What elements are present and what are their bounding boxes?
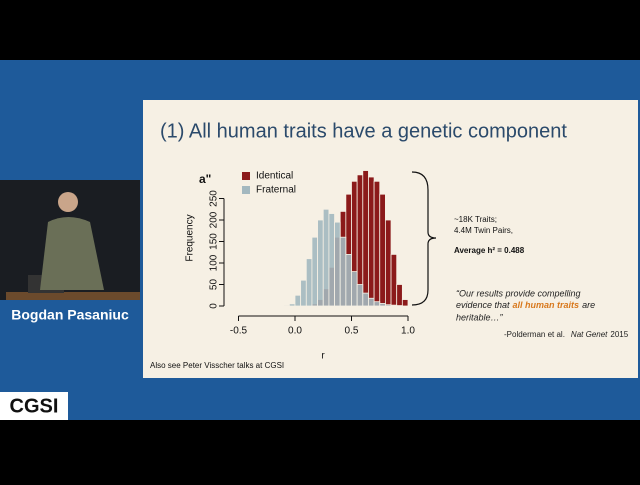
bar [335,222,341,306]
x-tick-label: -0.5 [230,326,248,337]
bar [391,305,397,306]
bar [374,181,380,306]
annotation-line: 4.4M Twin Pairs, [454,226,513,235]
bar [301,280,307,306]
logo: CGSI [10,395,59,417]
x-tick-label: 0.5 [345,326,359,337]
bar [329,214,335,306]
y-tick-label: 50 [209,279,220,291]
citation-journal: Nat Genet [571,330,608,339]
bar [391,254,397,306]
y-tick-label: 150 [209,233,220,250]
citation-year: 2015 [610,330,628,339]
bar [318,220,324,306]
quote-text: evidence that [456,300,510,310]
legend-swatch [242,186,250,194]
bar [284,305,290,306]
slide-title: (1) All human traits have a genetic comp… [160,120,567,142]
bar [385,305,391,306]
quote-line: heritable…” [456,312,504,322]
legend-label: Identical [256,171,293,182]
bar [380,194,386,306]
bar [352,272,358,306]
bar [289,304,295,306]
bar [402,300,408,306]
bar [323,209,329,306]
x-tick-label: 0.0 [288,326,302,337]
bar [363,293,369,306]
bar [312,237,318,306]
bar [368,298,374,306]
bar [397,285,403,307]
bar [357,285,363,307]
quote-highlight: all human traits [513,300,580,310]
bar [340,237,346,306]
speaker-head [58,192,78,212]
annotation-line: ~18K Traits; [454,215,497,224]
y-axis-label: Frequency [185,214,196,261]
citation-authors: -Polderman et al. [504,330,565,339]
podium [6,292,140,300]
annotation-line: Average h² = 0.488 [454,246,525,255]
y-tick-label: 250 [209,190,220,207]
panel-label: a" [199,172,211,186]
y-tick-label: 200 [209,211,220,228]
bar [295,295,301,306]
bar [346,254,352,306]
legend-swatch [242,172,250,180]
bar [363,171,369,306]
bar [368,177,374,306]
bar [385,220,391,306]
bar [374,302,380,306]
speaker-name: Bogdan Pasaniuc [11,307,129,323]
footnote: Also see Peter Visscher talks at CGSI [150,361,284,370]
bar [306,259,312,306]
y-tick-label: 100 [209,254,220,271]
x-tick-label: 1.0 [401,326,415,337]
legend-label: Fraternal [256,185,296,196]
quote-line: “Our results provide compelling [456,288,581,298]
quote-text: are [582,300,595,310]
y-tick-label: 0 [209,303,220,309]
bar [380,303,386,306]
